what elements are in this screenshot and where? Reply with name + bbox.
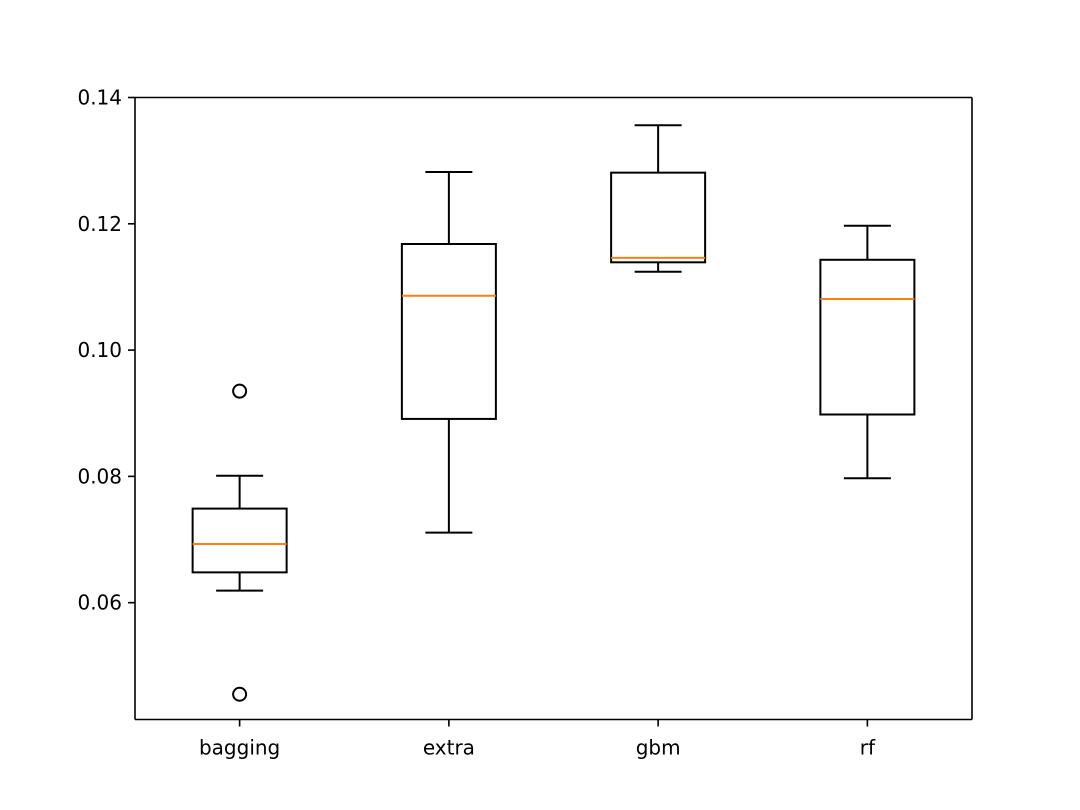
y-tick-label: 0.12 [77, 212, 122, 236]
x-tick-label: extra [423, 736, 475, 760]
box-group-rf [819, 224, 916, 480]
box-iqr [819, 258, 916, 416]
box-group-bagging [191, 383, 288, 702]
y-tick-label: 0.10 [77, 338, 122, 362]
y-tick-label: 0.06 [77, 591, 122, 615]
x-tick-label: gbm [636, 736, 681, 760]
chart-marks [191, 124, 916, 702]
outlier-point [232, 686, 248, 702]
outlier-point [232, 383, 248, 399]
x-tick-label: rf [860, 736, 876, 760]
box-iqr [191, 507, 288, 574]
y-tick-label: 0.14 [77, 86, 122, 110]
y-tick-label: 0.08 [77, 464, 122, 488]
box-iqr [610, 171, 707, 264]
box-iqr [400, 243, 497, 420]
box-group-gbm [610, 124, 707, 273]
x-tick-label: bagging [199, 736, 280, 760]
box-group-extra [400, 171, 497, 534]
chart-axes: 0.06 0.08 0.10 0.12 0.14 bagging extra gbm rf [77, 86, 973, 760]
plot-area [135, 97, 972, 720]
